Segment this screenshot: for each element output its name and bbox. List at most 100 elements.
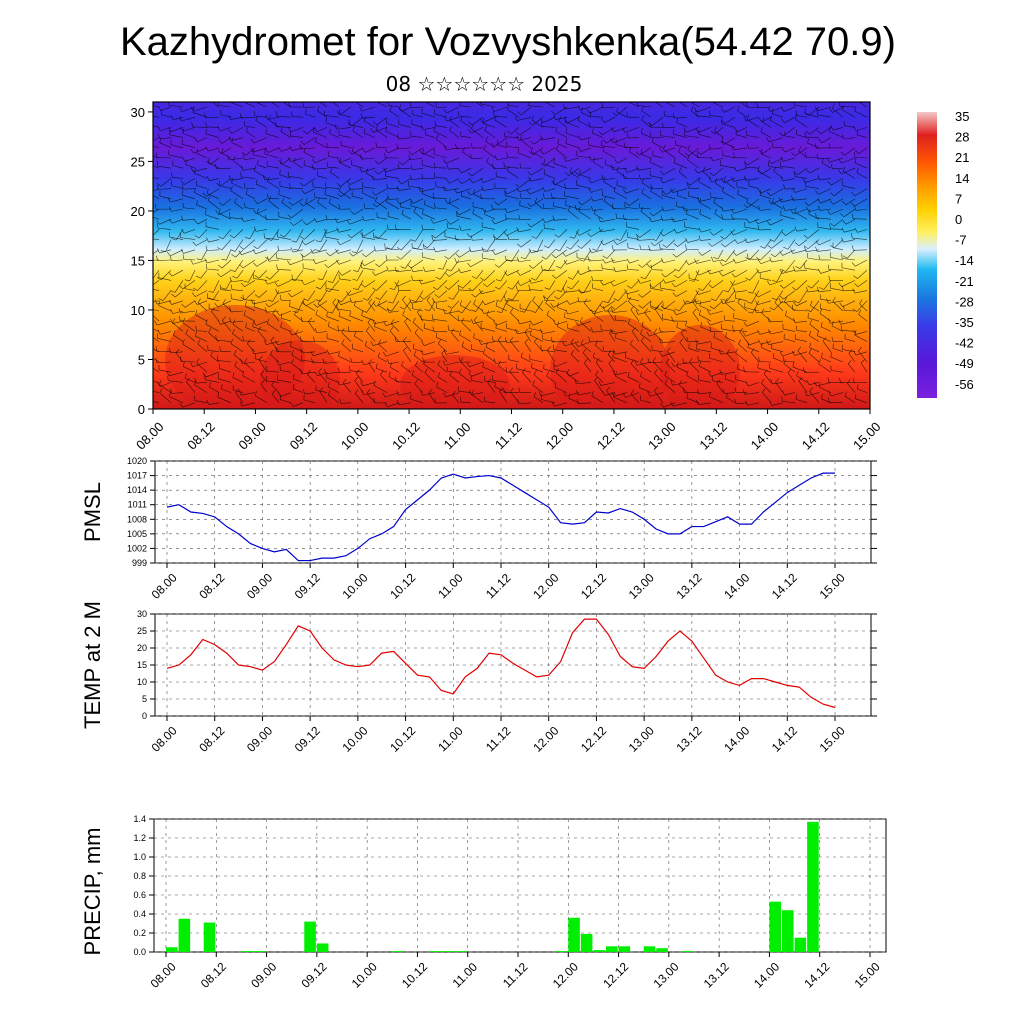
wind-barb-feather (158, 106, 162, 111)
wind-barb (733, 147, 748, 151)
wind-barb-feather (365, 326, 370, 331)
wind-barb (388, 269, 400, 272)
wind-barb (727, 280, 736, 293)
wind-barb-feather (575, 171, 579, 176)
wind-barb (486, 161, 496, 169)
wind-barb-feather (437, 360, 441, 365)
wind-barb (207, 162, 220, 169)
wind-barb (266, 310, 280, 313)
wind-barb-feather (743, 321, 747, 327)
wind-barb (543, 147, 556, 155)
wind-barb-feather (685, 209, 688, 215)
wind-barb (380, 374, 388, 383)
wind-barb (392, 290, 400, 304)
wind-barb-feather (761, 378, 765, 384)
wind-barb (721, 328, 736, 332)
wind-barb-feather (673, 157, 676, 163)
wind-barb (482, 226, 496, 230)
wind-barb (241, 249, 256, 256)
wind-barb-feather (204, 258, 208, 264)
x-tick-label: 09.12 (292, 570, 323, 601)
wind-barb (709, 320, 724, 326)
wind-barb-feather (782, 356, 785, 362)
temp-series-line (166, 618, 836, 709)
wind-barb (696, 300, 712, 305)
wind-barb-feather (325, 214, 328, 220)
wind-barb (264, 237, 280, 240)
wind-barb (460, 304, 472, 312)
wind-barb-feather (435, 332, 438, 338)
wind-barb (626, 290, 640, 295)
wind-barb-feather (794, 300, 800, 304)
wind-barb-feather (614, 315, 616, 321)
wind-barb (367, 322, 376, 332)
wind-barb (182, 127, 196, 132)
wind-barb-feather (814, 381, 817, 387)
wind-barb (798, 290, 808, 304)
wind-barb-feather (361, 187, 364, 193)
wind-barb-feather (432, 297, 435, 303)
wind-barb (456, 216, 472, 220)
wind-barb (661, 195, 676, 200)
wind-barb-feather (592, 248, 598, 251)
wind-barb (735, 259, 748, 264)
wind-barb (676, 122, 688, 128)
wind-barb (614, 300, 628, 310)
wind-barb (312, 361, 328, 364)
wind-barb (435, 229, 448, 239)
wind-barb (627, 269, 640, 271)
wind-barb-feather (419, 150, 424, 155)
wind-barb-feather (708, 144, 711, 150)
wind-barb-feather (579, 259, 584, 262)
wind-barb-feather (818, 254, 821, 260)
wind-barb (292, 249, 304, 253)
wind-barb (602, 195, 616, 200)
wind-barb-feather (794, 114, 798, 120)
wind-barb-feather (683, 299, 686, 305)
wind-barb (492, 379, 508, 383)
wind-barb (410, 205, 424, 210)
wind-barb (773, 300, 784, 311)
wind-barb (699, 213, 712, 220)
wind-barb (351, 164, 364, 169)
wind-barb-feather (754, 308, 757, 313)
wind-barb-feather (481, 185, 484, 191)
wind-barb (529, 359, 544, 363)
wind-barb (737, 127, 748, 133)
wind-barb (772, 357, 784, 363)
wind-barb (373, 178, 388, 181)
wind-barb (171, 259, 184, 261)
wind-barb-feather (828, 318, 831, 324)
wind-barb-feather (409, 298, 412, 304)
wind-barb (338, 330, 352, 332)
wind-barb-feather (822, 337, 827, 342)
wind-barb-feather (588, 336, 590, 342)
wind-barb-feather (713, 332, 716, 338)
x-tick-label: 09.12 (287, 419, 321, 453)
wind-barb (630, 363, 640, 373)
wind-barb-feather (555, 144, 559, 150)
wind-barb (600, 382, 616, 386)
x-tick-label: 08.00 (149, 723, 180, 754)
wind-barb (168, 380, 184, 383)
wind-barb (663, 229, 676, 237)
wind-barb (555, 116, 568, 120)
wind-barb (603, 181, 616, 189)
wind-barb-feather (185, 159, 187, 165)
wind-barb-feather (530, 310, 536, 313)
wind-barb (447, 371, 460, 373)
wind-barb (677, 195, 688, 200)
wind-barb-feather (492, 235, 498, 240)
wind-barb (722, 155, 736, 159)
wind-barb (553, 369, 568, 373)
wind-barb-feather (244, 358, 248, 363)
wind-barb (749, 249, 760, 261)
wind-barb (267, 181, 280, 189)
wind-barb-feather (351, 251, 357, 254)
wind-barb (809, 391, 820, 403)
wind-barb-feather (603, 306, 605, 312)
wind-barb (373, 385, 388, 393)
x-tick-label: 09.00 (244, 723, 275, 754)
